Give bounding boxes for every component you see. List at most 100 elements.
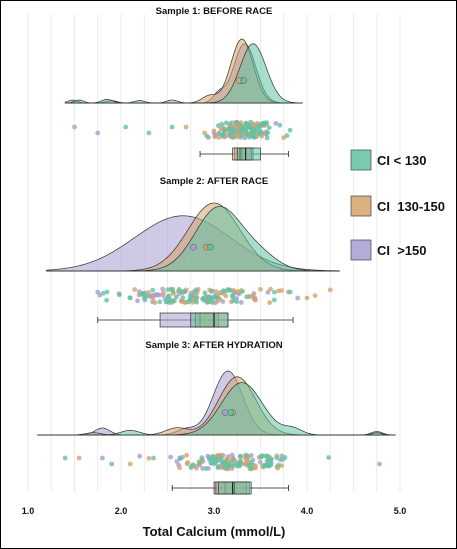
outlier-point-lt130	[109, 461, 115, 467]
data-point-lt130	[224, 462, 230, 468]
data-point-lt130	[197, 460, 203, 466]
data-point-130to150	[161, 290, 166, 296]
outlier-point-lt130	[169, 124, 175, 130]
data-point-lt130	[220, 460, 225, 466]
data-point-130to150	[223, 293, 229, 299]
data-point-130to150	[253, 463, 258, 469]
mean-marker-lt130	[207, 243, 214, 251]
data-point-lt130	[254, 128, 260, 134]
x-tick-label: 5.0	[394, 506, 407, 516]
data-point-130to150	[194, 465, 199, 471]
outlier-point-130to150	[76, 455, 82, 461]
data-point-130to150	[253, 297, 258, 303]
panel-1: Sample 1: BEFORE RACE	[64, 6, 303, 161]
data-point-lt130	[100, 290, 106, 296]
data-point-lt130	[231, 291, 237, 297]
data-point-gt150	[137, 453, 143, 459]
outlier-point-gt150	[95, 289, 101, 295]
data-point-130to150	[184, 452, 190, 458]
mean-marker-lt130	[240, 77, 248, 84]
legend-swatch-130to150	[350, 195, 372, 217]
data-point-lt130	[176, 286, 182, 292]
outlier-point-lt130	[62, 455, 68, 461]
legend-swatch-gt150	[350, 239, 372, 261]
data-point-lt130	[287, 127, 293, 133]
panel-title: Sample 2: AFTER RACE	[160, 176, 268, 187]
x-tick-label: 2.0	[115, 506, 128, 516]
data-point-lt130	[223, 120, 229, 126]
data-point-lt130	[260, 122, 266, 128]
data-point-lt130	[264, 120, 270, 126]
data-point-lt130	[266, 463, 272, 469]
data-point-lt130	[251, 134, 257, 140]
data-point-lt130	[257, 131, 263, 137]
data-point-gt150	[135, 298, 140, 304]
data-point-130to150	[312, 293, 318, 299]
data-point-gt150	[174, 459, 180, 464]
data-point-lt130	[237, 463, 243, 469]
data-point-lt130	[208, 460, 214, 466]
data-point-lt130	[185, 299, 191, 305]
data-point-lt130	[234, 299, 240, 304]
outlier-point-130to150	[183, 124, 189, 130]
data-point-gt150	[153, 292, 159, 297]
outlier-point-130to150	[304, 295, 310, 301]
data-point-lt130	[240, 289, 245, 294]
data-point-lt130	[326, 455, 332, 460]
data-point-130to150	[250, 293, 256, 299]
data-point-lt130	[194, 295, 199, 301]
legend-label-130to150: CI 130-150	[377, 199, 445, 214]
data-point-130to150	[150, 295, 156, 301]
data-point-lt130	[206, 299, 211, 305]
data-point-lt130	[238, 134, 243, 140]
mean-marker-gt150	[221, 409, 229, 416]
outlier-point-lt130	[151, 455, 156, 461]
data-point-lt130	[266, 125, 272, 131]
legend-label-lt130: CI < 130	[377, 153, 427, 168]
data-point-lt130	[170, 289, 176, 294]
outlier-point-130to150	[127, 461, 133, 467]
data-point-lt130	[238, 129, 244, 135]
data-point-lt130	[150, 287, 156, 293]
panel-title: Sample 1: BEFORE RACE	[156, 6, 273, 17]
data-point-lt130	[249, 126, 255, 132]
data-point-130to150	[184, 461, 190, 467]
data-point-lt130	[180, 295, 186, 301]
boxplot-box-lt130	[218, 481, 252, 495]
data-point-130to150	[244, 459, 250, 464]
data-point-130to150	[152, 300, 158, 306]
data-point-lt130	[237, 454, 243, 459]
data-point-130to150	[212, 134, 218, 140]
data-point-lt130	[246, 134, 252, 140]
density-lt130	[46, 206, 340, 272]
data-point-130to150	[213, 289, 219, 294]
boxplot-box-lt130	[236, 147, 261, 161]
data-point-lt130	[264, 453, 270, 459]
outlier-point-gt150	[377, 461, 382, 467]
data-point-130to150	[211, 128, 217, 134]
data-point-lt130	[104, 297, 110, 303]
data-point-130to150	[179, 299, 185, 304]
legend-label-gt150: CI >150	[377, 243, 427, 258]
data-point-lt130	[216, 131, 222, 136]
data-point-lt130	[237, 459, 243, 465]
data-point-130to150	[235, 289, 241, 294]
panel-layer: Sample 1: BEFORE RACE Sample 2: AFTER RAC…	[37, 6, 396, 495]
data-point-lt130	[173, 294, 179, 300]
data-point-lt130	[201, 297, 207, 303]
data-point-gt150	[257, 459, 263, 465]
data-point-gt150	[160, 286, 166, 292]
data-point-lt130	[233, 120, 239, 126]
legend: CI < 130 CI 130-150 CI >150	[350, 149, 445, 261]
data-point-gt150	[168, 454, 173, 460]
data-point-lt130	[272, 289, 277, 295]
data-point-lt130	[227, 121, 233, 127]
data-point-lt130	[248, 119, 254, 125]
data-point-lt130	[202, 290, 208, 296]
data-point-lt130	[244, 294, 250, 300]
data-point-gt150	[273, 121, 279, 126]
data-point-lt130	[287, 289, 293, 295]
data-point-130to150	[216, 135, 222, 140]
outlier-point-lt130	[127, 295, 133, 301]
